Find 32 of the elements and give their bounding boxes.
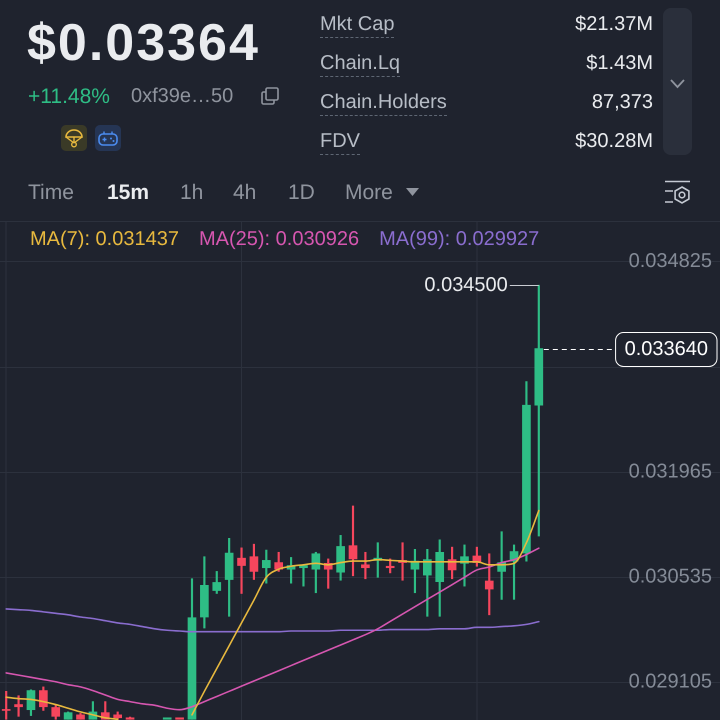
text: 1h (180, 181, 204, 204)
y-tick-label: 0.031965 (628, 460, 712, 482)
text: +11.48% (28, 85, 110, 108)
candlestick (2, 690, 11, 720)
text: Time (28, 181, 74, 204)
text: $21.37M (575, 13, 653, 35)
text: Chain.Holders (320, 91, 447, 116)
text: Chain.Lq (320, 52, 400, 77)
text: Mkt Cap (320, 13, 394, 38)
line-series (5, 608, 540, 633)
y-tick-label: 0.030535 (628, 565, 712, 588)
text: $30.28M (575, 130, 653, 152)
text: $1.43M (586, 52, 653, 74)
candlestick (484, 553, 494, 616)
text: 1D (288, 181, 315, 204)
text: 87,373 (592, 91, 653, 113)
text: $0.03364 (27, 14, 260, 72)
text: 15m (107, 181, 150, 204)
text: 0xf39e…50 (131, 85, 234, 107)
ref-line-label: 0.033640 (624, 338, 708, 360)
line-series (5, 547, 540, 710)
text: More (345, 181, 393, 204)
y-tick-label: 0.034825 (628, 250, 712, 272)
candlestick (175, 717, 184, 720)
text: FDV (320, 130, 360, 155)
text: MA(99): 0.029927 (379, 228, 540, 250)
text: MA(25): 0.030926 (198, 228, 360, 250)
text: 4h (233, 181, 256, 204)
candlestick (162, 717, 172, 720)
y-tick-label: 0.029105 (628, 670, 712, 693)
annotation: 0.034500 (424, 274, 508, 296)
text: MA(7): 0.031437 (30, 228, 179, 250)
